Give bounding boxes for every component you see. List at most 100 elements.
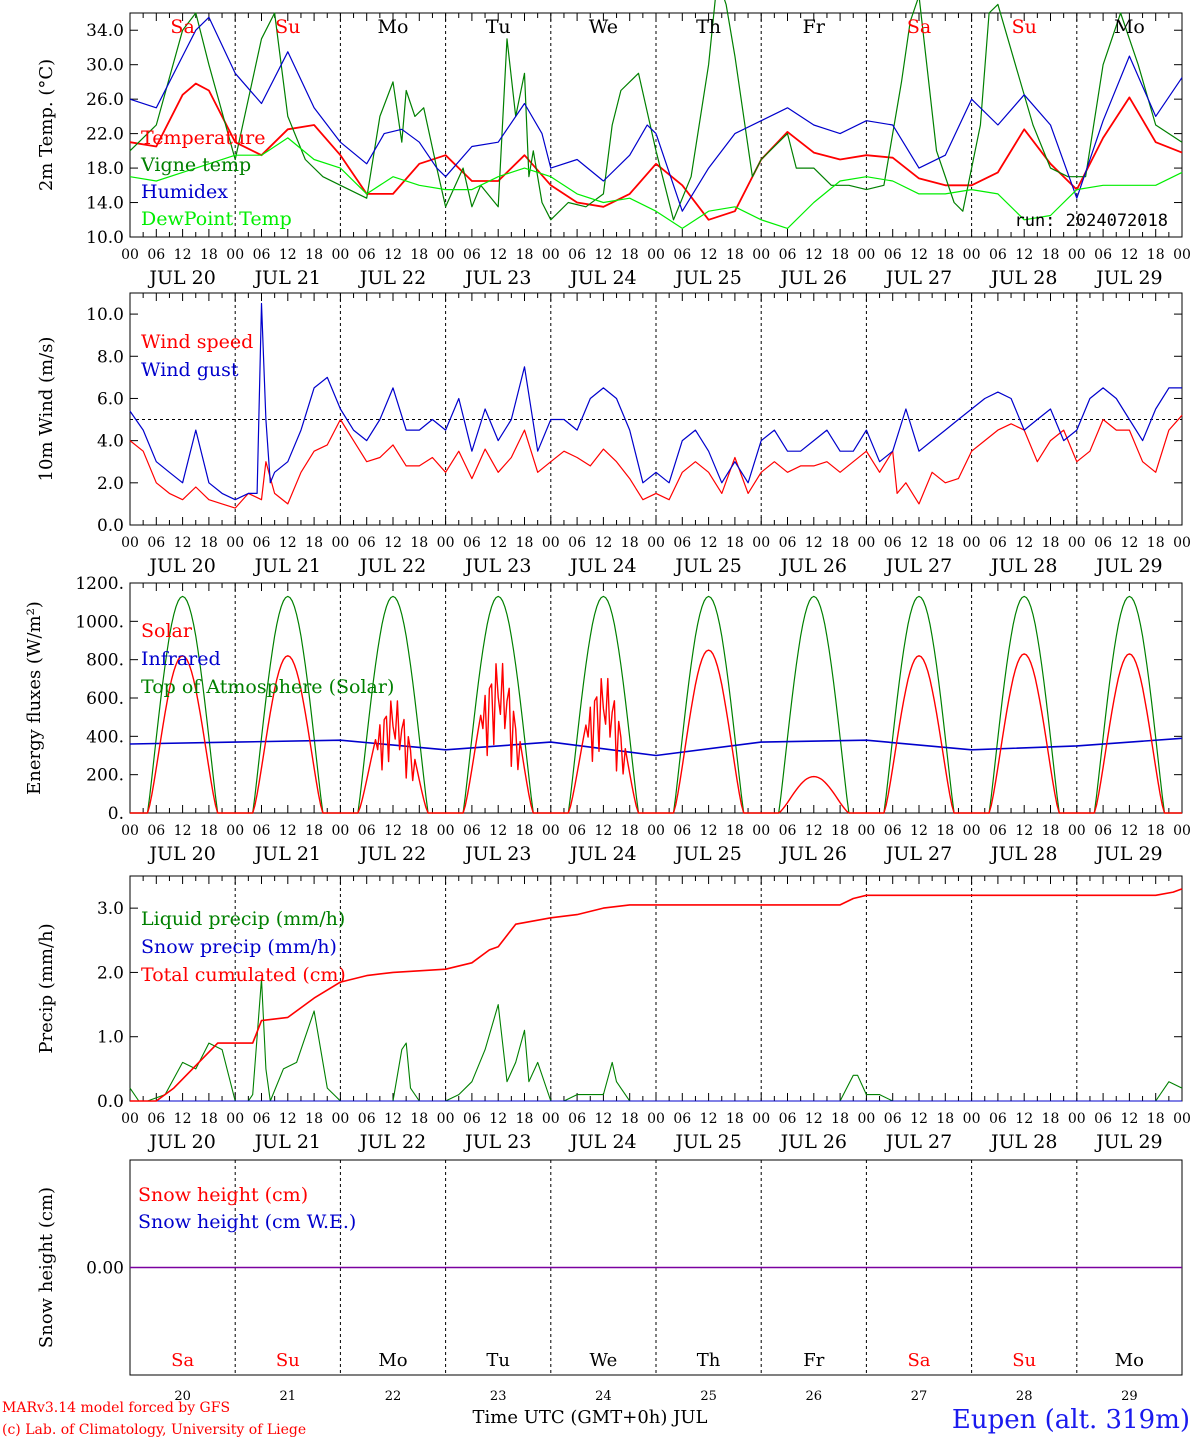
hour-tick-label: 12 [489,1111,507,1127]
hour-tick-label: 18 [831,535,849,551]
hour-tick-label: 00 [647,1111,665,1127]
day-number-label: 29 [1121,1389,1138,1404]
weekday-label-bottom: Mo [378,1350,407,1371]
hour-tick-label: 06 [779,823,797,839]
y-tick-label: 10.0 [86,228,124,248]
legend-top-of-atmosphere-solar-: Top of Atmosphere (Solar) [141,676,394,698]
y-tick-label: 1200. [75,574,124,594]
day-label: JUL 29 [1094,1131,1162,1153]
hour-tick-label: 18 [1147,823,1165,839]
hour-tick-label: 18 [200,823,218,839]
y-tick-label: 4.0 [97,432,124,452]
hour-tick-label: 06 [358,1111,376,1127]
hour-tick-label: 12 [594,247,612,263]
hour-tick-label: 06 [253,823,271,839]
hour-tick-label: 12 [1120,1111,1138,1127]
day-label: JUL 20 [147,1131,215,1153]
panel-frame [129,12,1183,238]
hour-tick-label: 06 [673,535,691,551]
hour-tick-label: 18 [936,247,954,263]
legend-snow-precip-mm-h-: Snow precip (mm/h) [141,936,337,958]
hour-tick-label: 06 [253,247,271,263]
series-line-infrared [129,737,1183,757]
hour-tick-label: 06 [779,247,797,263]
day-label: JUL 27 [884,843,952,865]
hour-tick-label: 00 [1173,535,1191,551]
footer-model-line: MARv3.14 model forced by GFS [2,1400,230,1416]
hour-tick-label: 06 [989,535,1007,551]
legend-temperature: Temperature [141,127,265,149]
hour-tick-label: 00 [331,823,349,839]
location-label: Eupen (alt. 319m) [952,1405,1190,1435]
hour-tick-label: 06 [147,1111,165,1127]
hour-tick-label: 18 [410,1111,428,1127]
y-tick-label: 2.0 [97,474,124,494]
hour-tick-label: 18 [621,823,639,839]
day-number-label: 22 [385,1389,402,1404]
hour-tick-label: 12 [174,1111,192,1127]
hour-tick-label: 18 [621,1111,639,1127]
weekday-label-bottom: Fr [803,1350,824,1371]
hour-tick-label: 00 [437,535,455,551]
day-label: JUL 25 [673,1131,741,1153]
y-tick-label: 18.0 [86,159,124,179]
legend-vigne-temp: Vigne temp [140,154,251,176]
hour-tick-label: 18 [831,823,849,839]
hour-tick-label: 12 [1120,823,1138,839]
hour-tick-label: 18 [621,535,639,551]
weekday-label: Tu [486,16,511,38]
day-number-label: 28 [1016,1389,1033,1404]
weekday-label-bottom: Tu [486,1350,510,1371]
y-tick-label: 34.0 [86,21,124,41]
hour-tick-label: 00 [647,823,665,839]
series-line-humidex [129,16,1183,212]
hour-tick-label: 12 [910,535,928,551]
hour-tick-label: 06 [1094,535,1112,551]
hour-tick-label: 00 [226,247,244,263]
hour-tick-label: 06 [463,1111,481,1127]
day-label: JUL 25 [673,267,741,289]
day-label: JUL 22 [358,1131,426,1153]
hour-tick-label: 00 [331,535,349,551]
hour-tick-label: 18 [410,823,428,839]
day-label: JUL 28 [989,555,1057,577]
legend-snow-height-cm-: Snow height (cm) [138,1184,308,1206]
hour-tick-label: 06 [989,823,1007,839]
legend-infrared: Infrared [141,648,221,670]
hour-tick-label: 00 [542,247,560,263]
hour-tick-label: 12 [489,247,507,263]
day-label: JUL 23 [463,267,531,289]
hour-tick-label: 06 [358,823,376,839]
hour-tick-label: 00 [331,247,349,263]
hour-tick-label: 06 [253,535,271,551]
hour-tick-label: 06 [463,247,481,263]
panel-1: 00 06 12 18 00 06 12 18 00 06 12 18 00 06 12 18 00 06 12 18… [36,0,1191,289]
day-number-label: 20 [174,1389,191,1404]
hour-tick-label: 00 [1173,247,1191,263]
weekday-label-bottom: Sa [907,1350,930,1371]
y-axis-label: 2m Temp. (°C) [36,59,57,191]
hour-tick-label: 00 [121,535,139,551]
hour-tick-label: 00 [542,535,560,551]
hour-tick-label: 06 [358,535,376,551]
day-label: JUL 25 [673,843,741,865]
legend-liquid-precip-mm-h-: Liquid precip (mm/h) [141,908,345,930]
day-number-label: 21 [280,1389,297,1404]
day-label: JUL 23 [463,1131,531,1153]
hour-tick-label: 00 [963,247,981,263]
weekday-label-bottom: Su [1012,1350,1036,1371]
hour-tick-label: 00 [752,535,770,551]
y-tick-label: 800. [86,651,124,671]
y-tick-label: 26.0 [86,90,124,110]
hour-tick-label: 18 [305,247,323,263]
weekday-label: Mo [1114,16,1145,38]
hour-tick-label: 18 [1147,247,1165,263]
hour-tick-label: 12 [384,535,402,551]
hour-tick-label: 06 [779,535,797,551]
weekday-label-bottom: We [590,1350,618,1371]
hour-tick-label: 06 [673,1111,691,1127]
day-label: JUL 22 [358,843,426,865]
hour-tick-label: 18 [831,247,849,263]
weekday-label: Fr [803,16,826,38]
hour-tick-label: 12 [805,535,823,551]
